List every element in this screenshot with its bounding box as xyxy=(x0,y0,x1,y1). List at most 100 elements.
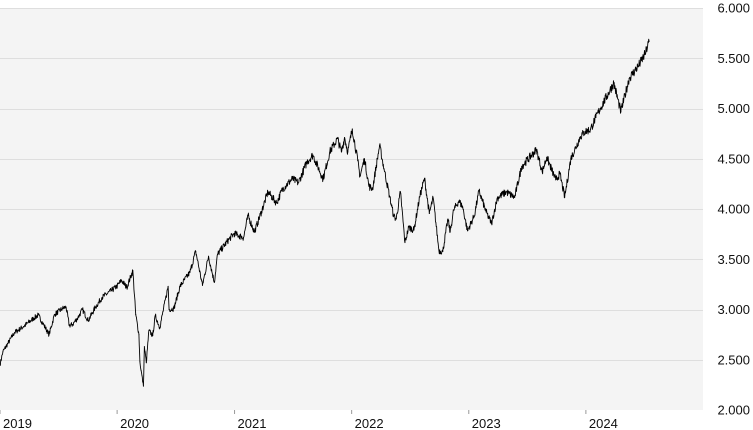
data-point xyxy=(485,211,487,213)
data-point xyxy=(514,196,516,198)
data-point xyxy=(72,324,74,326)
series-line xyxy=(0,38,650,387)
data-point xyxy=(389,195,391,197)
data-point xyxy=(496,197,498,199)
y-tick-label: 3.000 xyxy=(717,302,750,317)
data-point xyxy=(357,160,359,162)
data-point xyxy=(138,334,140,336)
data-point xyxy=(135,314,137,316)
data-point xyxy=(589,129,591,131)
data-point xyxy=(584,131,586,133)
data-point xyxy=(337,138,339,140)
y-tick-label: 2.000 xyxy=(717,403,750,418)
y-tick-label: 3.500 xyxy=(717,252,750,267)
data-point xyxy=(62,307,64,309)
data-point xyxy=(253,231,255,233)
y-tick-label: 4.500 xyxy=(717,151,750,166)
data-point xyxy=(638,64,640,66)
data-point xyxy=(535,149,537,151)
data-point xyxy=(140,370,142,372)
data-point xyxy=(2,351,4,353)
data-point xyxy=(189,271,191,273)
data-point xyxy=(282,188,284,190)
data-point xyxy=(399,191,401,193)
data-point xyxy=(432,197,434,199)
data-point xyxy=(359,175,361,177)
data-point xyxy=(505,191,507,193)
data-point xyxy=(570,158,572,160)
data-point xyxy=(7,343,9,345)
data-point xyxy=(428,213,430,215)
data-point xyxy=(228,238,230,240)
horizontal-gridlines xyxy=(0,8,703,361)
y-axis-tick-labels: 2.000 2.500 3.000 3.500 4.000 4.500 5.000 5.500… xyxy=(717,1,750,418)
data-point xyxy=(458,200,460,202)
data-point xyxy=(154,315,156,317)
data-point xyxy=(541,171,543,173)
data-point xyxy=(159,327,161,329)
data-point xyxy=(329,151,331,153)
data-point xyxy=(126,286,128,288)
data-point xyxy=(628,77,630,79)
data-point xyxy=(408,226,410,228)
data-point xyxy=(620,111,622,113)
y-tick-label: 2.500 xyxy=(717,352,750,367)
data-point xyxy=(312,154,314,156)
data-point xyxy=(340,151,342,153)
data-point xyxy=(383,168,385,170)
data-point xyxy=(368,185,370,187)
data-point xyxy=(347,151,349,153)
data-point xyxy=(87,320,89,322)
data-point xyxy=(267,191,269,193)
data-point xyxy=(201,284,203,286)
data-point xyxy=(22,326,24,328)
data-point xyxy=(145,362,147,364)
data-point xyxy=(152,335,154,337)
data-point xyxy=(473,215,475,217)
data-point xyxy=(54,314,56,316)
data-point xyxy=(555,179,557,181)
y-tick-label: 6.000 xyxy=(717,1,750,16)
data-point xyxy=(42,323,44,325)
data-point xyxy=(233,233,235,235)
data-point xyxy=(65,306,67,308)
data-point xyxy=(132,270,134,272)
x-tick-label: 2023 xyxy=(472,416,501,430)
x-tick-label: 2020 xyxy=(120,416,149,430)
data-point xyxy=(167,285,169,287)
y-tick-label: 4.000 xyxy=(717,202,750,217)
data-point xyxy=(0,364,1,366)
data-point xyxy=(648,40,650,42)
x-tick-label: 2019 xyxy=(3,416,32,430)
data-point xyxy=(413,229,415,231)
data-point xyxy=(260,211,262,213)
data-point xyxy=(68,325,70,327)
data-point xyxy=(393,215,395,217)
data-point xyxy=(351,128,353,130)
data-point xyxy=(395,218,397,220)
data-point xyxy=(447,218,449,220)
data-point xyxy=(579,136,581,138)
data-point xyxy=(148,330,150,332)
data-point xyxy=(462,206,464,208)
y-tick-label: 5.500 xyxy=(717,51,750,66)
data-point xyxy=(559,173,561,175)
data-point xyxy=(121,279,123,281)
data-point xyxy=(297,182,299,184)
data-point xyxy=(48,334,50,336)
data-point xyxy=(116,285,118,287)
data-point xyxy=(564,196,566,198)
data-point xyxy=(306,161,308,163)
data-point xyxy=(546,156,548,158)
data-point xyxy=(453,209,455,211)
x-axis-tick-labels: 2019 2020 2021 2022 2023 2024 xyxy=(0,410,618,430)
data-point xyxy=(442,251,444,253)
data-point xyxy=(363,158,365,160)
data-point xyxy=(243,237,245,239)
data-point xyxy=(595,117,597,119)
data-point xyxy=(449,231,451,233)
data-point xyxy=(195,250,197,252)
data-point xyxy=(208,255,210,257)
data-point xyxy=(438,250,440,252)
data-point xyxy=(168,309,170,310)
